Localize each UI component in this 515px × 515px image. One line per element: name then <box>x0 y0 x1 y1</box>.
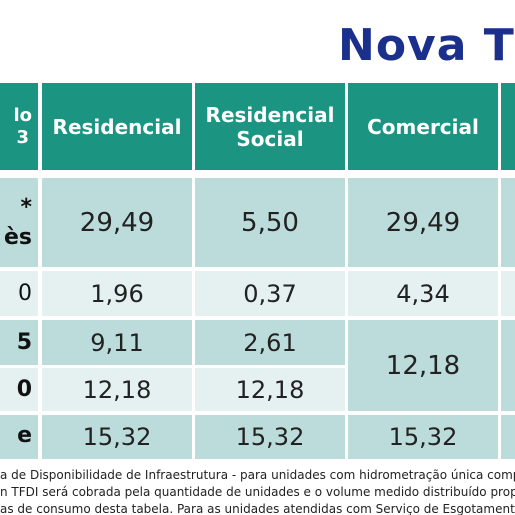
cell-r1-c4 <box>501 178 515 267</box>
footnote-line-3: as de consumo desta tabela. Para as unid… <box>0 502 515 515</box>
header-residencial-social: Residencial Social <box>195 83 345 170</box>
cell-r2-c4 <box>501 271 515 316</box>
footnote-line-1: a de Disponibilidade de Infraestrutura -… <box>0 468 515 482</box>
cell-r5-c2: 15,32 <box>195 415 345 459</box>
cell-r5-c4 <box>501 415 515 459</box>
row-label-1: * ès <box>0 178 38 267</box>
row-label-3: 5 <box>0 320 38 365</box>
cell-r2-c1: 1,96 <box>42 271 192 316</box>
header-residencial: Residencial <box>42 83 192 170</box>
cell-r3-c1: 9,11 <box>42 320 192 365</box>
cell-r3-r4-c3-merged: 12,18 <box>348 320 498 411</box>
cell-r1-c1: 29,49 <box>42 178 192 267</box>
row-label-4: 0 <box>0 368 38 411</box>
cell-r2-c3: 4,34 <box>348 271 498 316</box>
cell-r4-c1: 12,18 <box>42 368 192 411</box>
cell-r3-c4 <box>501 320 515 411</box>
header-comercial: Comercial <box>348 83 498 170</box>
left-header-cell: lo 3 <box>0 83 38 170</box>
page-title: Nova T <box>338 20 515 71</box>
row-label-5: e <box>0 415 38 459</box>
row-label-2: 0 <box>0 271 38 316</box>
cell-r4-c2: 12,18 <box>195 368 345 411</box>
cell-r1-c3: 29,49 <box>348 178 498 267</box>
cell-r5-c1: 15,32 <box>42 415 192 459</box>
cell-r1-c2: 5,50 <box>195 178 345 267</box>
cell-r3-c2: 2,61 <box>195 320 345 365</box>
header-next-column <box>501 83 515 170</box>
cell-r2-c2: 0,37 <box>195 271 345 316</box>
footnote-line-2: n TFDI será cobrada pela quantidade de u… <box>0 485 515 499</box>
cell-r5-c3: 15,32 <box>348 415 498 459</box>
